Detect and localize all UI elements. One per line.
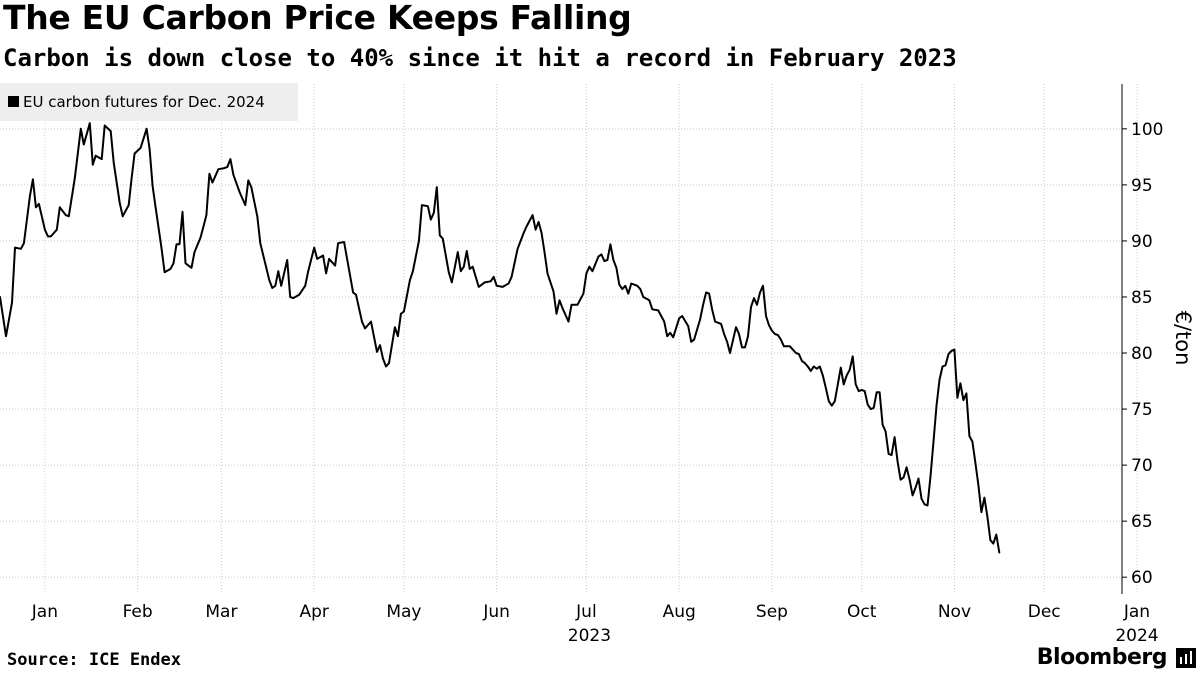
legend-box — [0, 83, 298, 121]
grid-lines — [0, 84, 1138, 594]
x-tick-label: Feb — [123, 602, 153, 622]
chart-title: The EU Carbon Price Keeps Falling — [3, 0, 632, 37]
source-note: Source: ICE Endex — [7, 650, 181, 670]
y-tick-label: 75 — [1131, 400, 1153, 420]
x-tick-label: Jan — [1123, 602, 1150, 622]
x-tick-label: Sep — [756, 602, 788, 622]
bloomberg-logo: Bloomberg — [1036, 645, 1168, 670]
legend-swatch-icon — [8, 96, 19, 107]
y-tick-label: 90 — [1131, 232, 1153, 252]
x-tick-label: Mar — [205, 602, 237, 622]
x-tick-label: Jan — [31, 602, 58, 622]
x-tick-label: Jul — [575, 602, 597, 622]
y-tick-label: 100 — [1131, 120, 1163, 140]
y-axis-label: €/ton — [1171, 311, 1195, 366]
y-tick-label: 70 — [1131, 456, 1153, 476]
bloomberg-mark-icon — [1176, 648, 1196, 668]
x-year-label: 2024 — [1115, 626, 1158, 646]
x-tick-label: May — [386, 602, 421, 622]
x-tick-label: Oct — [847, 602, 877, 622]
y-tick-label: 85 — [1131, 288, 1153, 308]
axes: 60 65 70 75 80 85 90 95 100 Jan Feb Mar Apr May Jun Jul… — [31, 84, 1163, 646]
x-tick-label: Jun — [482, 602, 510, 622]
y-tick-label: 80 — [1131, 344, 1153, 364]
x-tick-label: Dec — [1028, 602, 1061, 622]
y-tick-label: 95 — [1131, 176, 1153, 196]
series-line — [0, 122, 1001, 554]
series-layer — [0, 122, 1001, 554]
x-year-label: 2023 — [568, 626, 611, 646]
y-tick-label: 65 — [1131, 512, 1153, 532]
y-tick-label: 60 — [1131, 568, 1153, 588]
x-tick-label: Aug — [663, 602, 696, 622]
x-tick-label: Nov — [938, 602, 971, 622]
legend-label: EU carbon futures for Dec. 2024 — [23, 93, 265, 111]
chart-subtitle: Carbon is down close to 40% since it hit… — [3, 44, 957, 72]
x-tick-label: Apr — [299, 602, 328, 622]
